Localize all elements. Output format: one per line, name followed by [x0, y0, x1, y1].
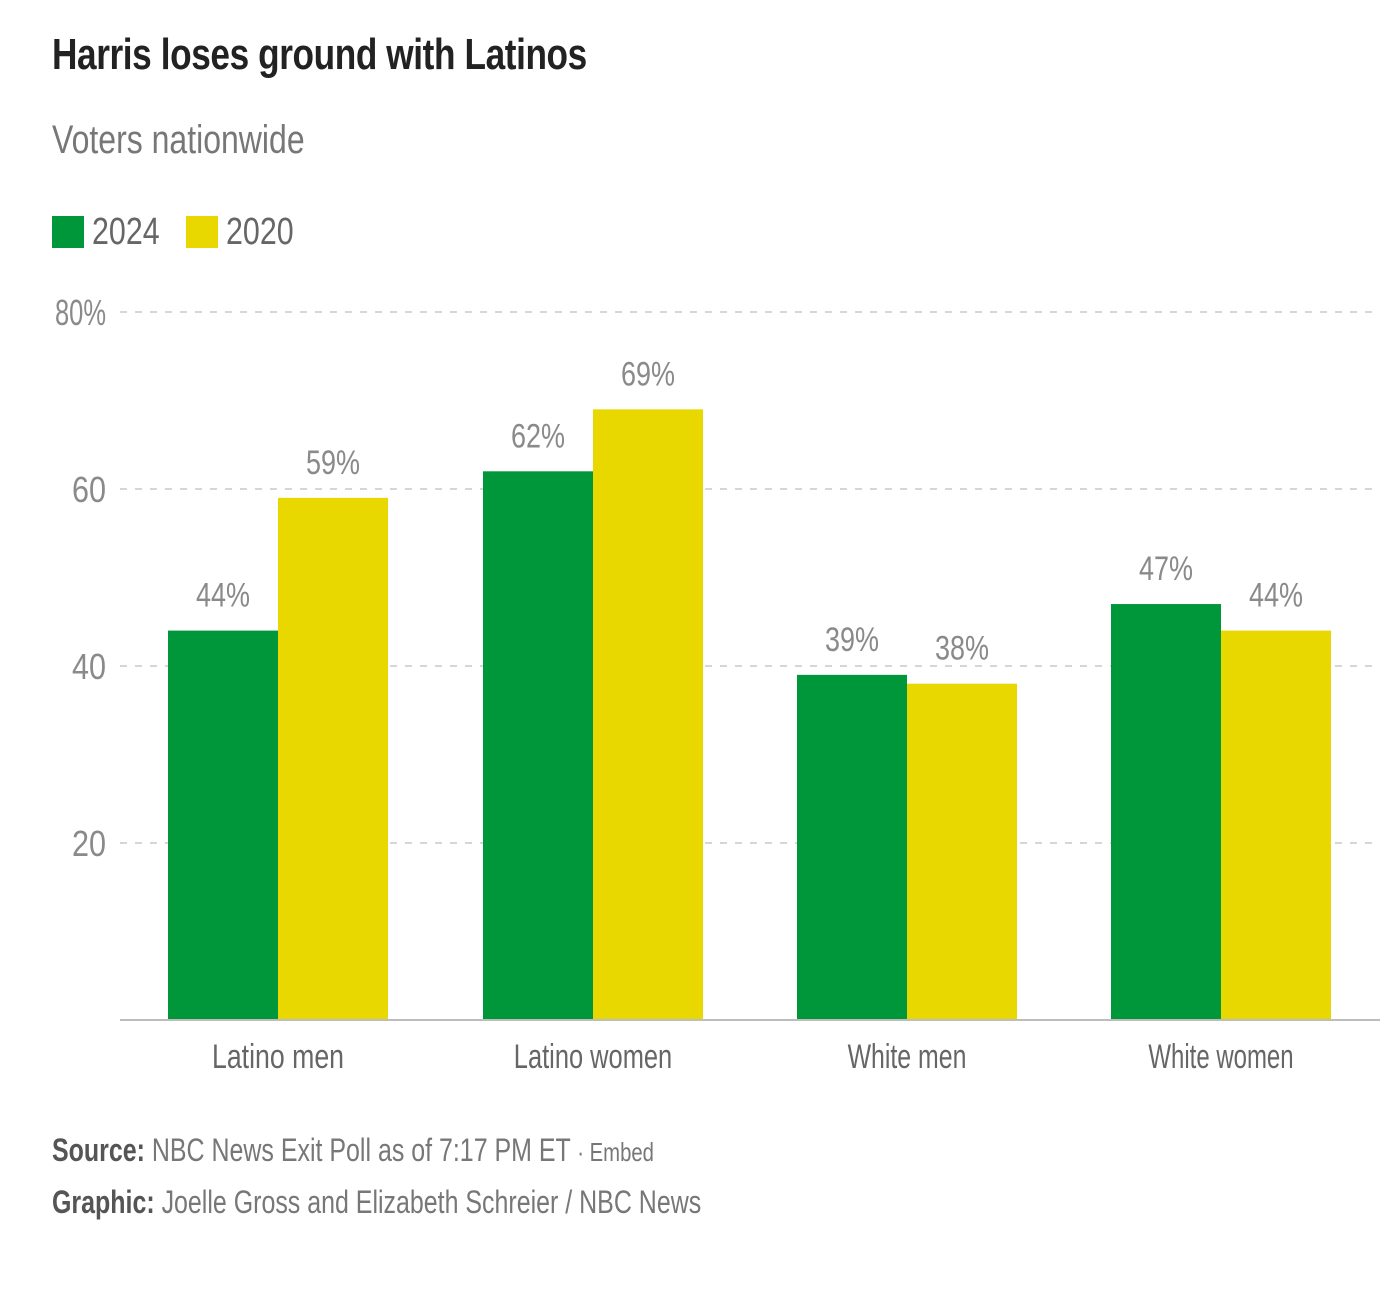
graphic-credit-line: Graphic: Joelle Gross and Elizabeth Schr… [52, 1184, 701, 1221]
data-label-white-men-2020: 38% [935, 630, 989, 668]
bar-white-women-2024 [1111, 604, 1221, 1020]
y-tick-label-60: 60 [72, 469, 106, 510]
x-tick-label-latino-men: Latino men [212, 1038, 344, 1076]
source-text: NBC News Exit Poll as of 7:17 PM ET [151, 1132, 571, 1168]
data-label-white-women-2020: 44% [1249, 577, 1303, 615]
graphic-credit-text: Joelle Gross and Elizabeth Schreier / NB… [161, 1184, 702, 1220]
y-tick-label-40: 40 [72, 646, 106, 687]
bar-white-women-2020 [1221, 630, 1331, 1020]
embed-link[interactable]: · Embed [577, 1137, 654, 1167]
x-tick-label-white-women: White women [1148, 1038, 1293, 1076]
bar-latino-women-2020 [593, 409, 703, 1021]
x-tick-label-latino-women: Latino women [514, 1038, 672, 1076]
bar-white-men-2020 [907, 683, 1017, 1020]
chart-subtitle: Voters nationwide [52, 118, 305, 162]
data-label-latino-men-2024: 44% [196, 577, 250, 615]
legend-label-2020: 2020 [226, 211, 294, 253]
graphic-label: Graphic: [52, 1184, 155, 1220]
y-tick-label-80: 80% [55, 292, 106, 333]
data-label-latino-men-2020: 59% [306, 444, 360, 482]
legend-label-2024: 2024 [92, 211, 160, 253]
bar-chart: 20 40 60 80% 44% 59% Latino men 62% 69% Latino wo… [55, 292, 1380, 1076]
data-label-latino-women-2020: 69% [621, 355, 675, 393]
bar-latino-men-2024 [168, 630, 278, 1020]
data-label-white-men-2024: 39% [825, 621, 879, 659]
bar-white-men-2024 [797, 674, 907, 1020]
data-label-white-women-2024: 47% [1139, 550, 1193, 588]
bar-latino-men-2020 [278, 497, 388, 1021]
chart-title: Harris loses ground with Latinos [52, 30, 587, 79]
source-line: Source: NBC News Exit Poll as of 7:17 PM… [52, 1132, 654, 1169]
source-label: Source: [52, 1132, 145, 1168]
legend-swatch-2020 [186, 216, 218, 248]
x-tick-label-white-men: White men [848, 1038, 967, 1076]
data-label-latino-women-2024: 62% [511, 417, 565, 455]
legend-swatch-2024 [52, 216, 84, 248]
y-tick-label-20: 20 [72, 823, 106, 864]
bar-latino-women-2024 [483, 471, 593, 1020]
